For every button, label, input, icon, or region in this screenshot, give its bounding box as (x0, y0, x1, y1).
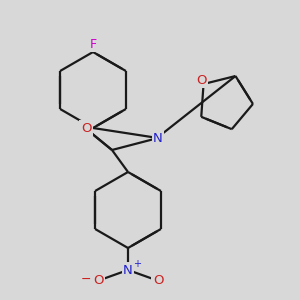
Text: O: O (196, 74, 207, 86)
Text: O: O (81, 122, 91, 134)
Text: −: − (81, 272, 91, 286)
Text: N: N (153, 131, 163, 145)
Text: +: + (133, 259, 141, 269)
Text: F: F (89, 38, 97, 50)
Text: O: O (153, 274, 163, 286)
Text: N: N (123, 263, 133, 277)
Text: O: O (93, 274, 103, 286)
